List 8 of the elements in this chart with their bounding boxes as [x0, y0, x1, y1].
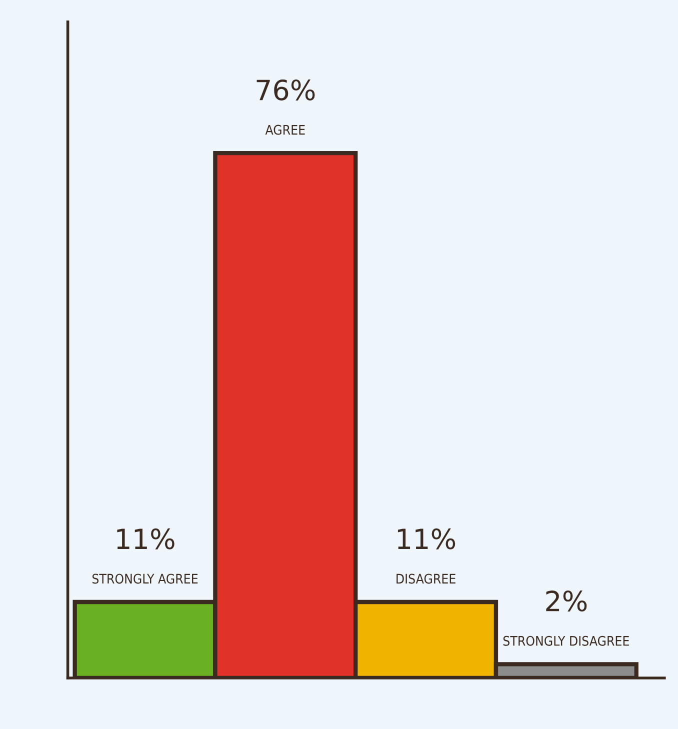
x-tick-label: STRONGLY AGREE [92, 574, 198, 584]
data-label: 11% [117, 528, 174, 550]
data-label: 76% [256, 79, 315, 100]
x-tick-label: AGREE [265, 124, 305, 135]
data-label: 11% [398, 528, 456, 550]
data-label: 2% [546, 590, 587, 612]
x-tick-label: DISAGREE [396, 574, 456, 584]
x-tick-label: STRONGLY DISAGREE [503, 636, 629, 646]
